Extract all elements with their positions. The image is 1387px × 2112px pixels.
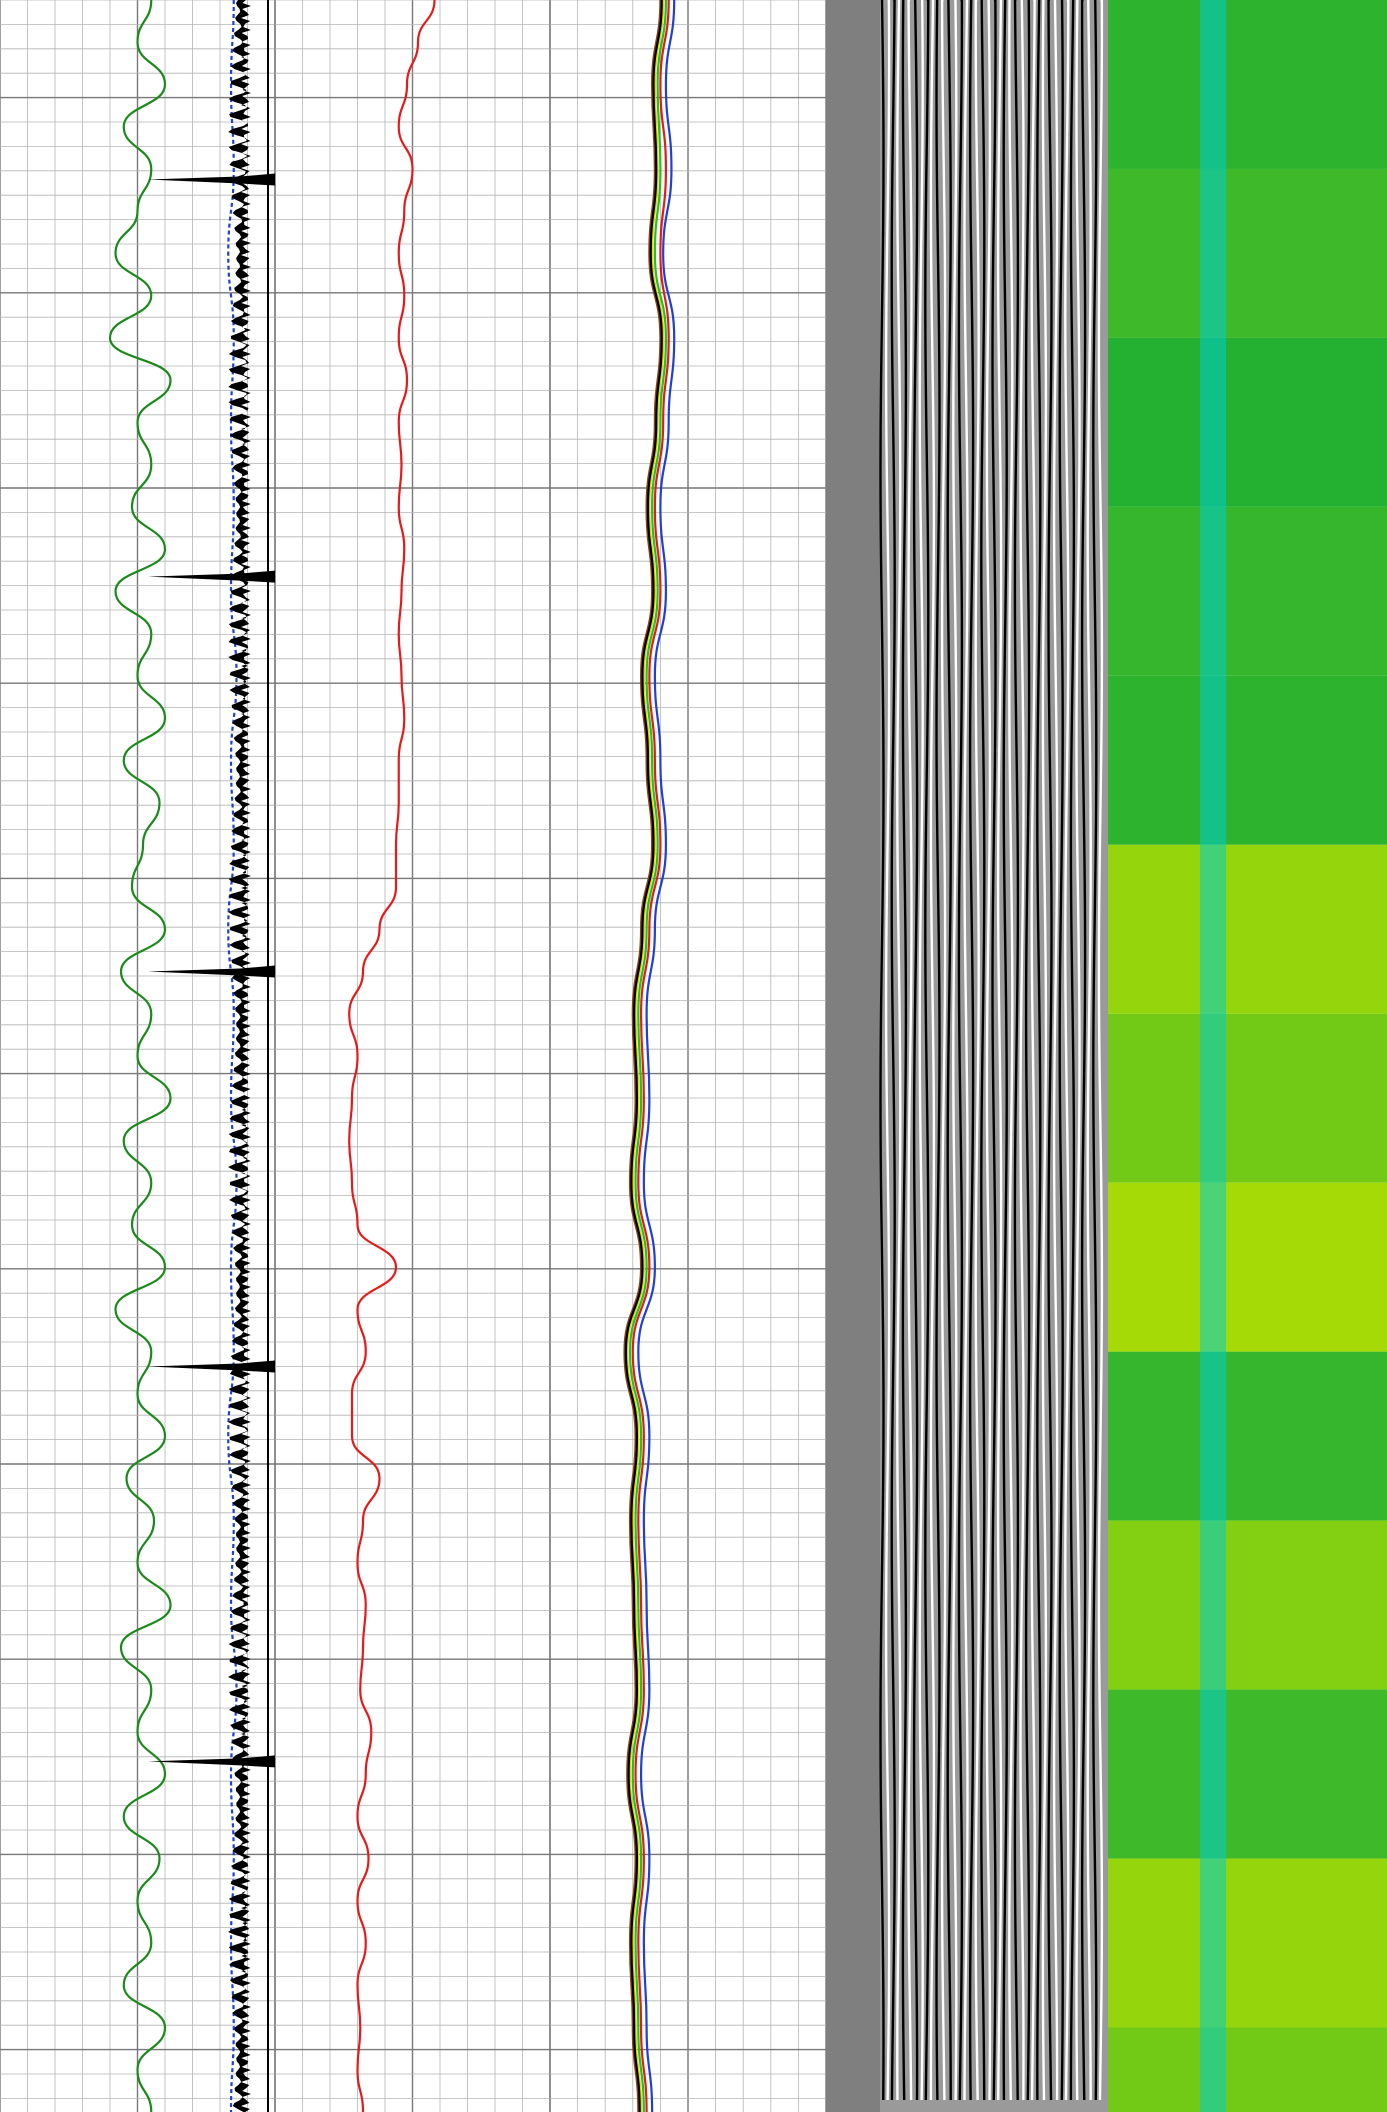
waveform-trace	[996, 0, 1003, 2101]
waveform-trace	[1080, 0, 1087, 2101]
waveform-trace	[946, 0, 952, 2101]
log-curve-series	[626, 0, 665, 2112]
waveform-trace	[980, 0, 986, 2101]
log-curve-series	[637, 0, 676, 2112]
heatmap-band	[1108, 1520, 1387, 1690]
waveform-trace	[1041, 0, 1048, 2101]
waveform-trace	[924, 0, 930, 2101]
waveform-track	[879, 0, 1108, 2112]
waveform-trace	[1058, 0, 1064, 2101]
waveform-trace	[1030, 0, 1036, 2101]
waveform-trace	[991, 0, 997, 2101]
heatmap-band	[1108, 337, 1387, 507]
waveform-trace	[985, 0, 992, 2101]
heatmap-band	[1108, 675, 1387, 845]
heatmap-center-stripe	[1200, 0, 1226, 2112]
waveform-trace	[1052, 0, 1059, 2101]
spike-markers	[148, 0, 275, 2112]
waveform-trace	[1086, 0, 1092, 2101]
heatmap-band	[1108, 506, 1387, 676]
trace-band	[228, 0, 251, 2112]
waveform-trace	[918, 0, 924, 2101]
waveform-trace	[1092, 0, 1098, 2101]
log-curve-series	[628, 0, 668, 2112]
log-curve-series	[624, 0, 663, 2112]
waveform-trace	[963, 0, 969, 2101]
waveform-trace	[952, 0, 958, 2101]
waveform-trace	[884, 0, 891, 2101]
waveform-trace	[907, 0, 913, 2101]
spike-marker	[148, 173, 275, 186]
waveform-trace	[1008, 0, 1014, 2101]
separator-band	[826, 0, 880, 2112]
waveform-trace	[901, 0, 908, 2101]
waveform-trace	[1002, 0, 1008, 2101]
track-grid	[0, 0, 827, 2112]
spike-marker	[148, 570, 275, 583]
waveform-trace	[1024, 0, 1031, 2101]
log-curve-series	[623, 0, 662, 2112]
waveform-trace	[1064, 0, 1070, 2101]
waveform-trace	[1019, 0, 1025, 2101]
waveform-trace	[879, 0, 885, 2101]
heatmap-band	[1108, 0, 1387, 169]
heatmap-band	[1108, 1351, 1387, 1521]
waveform-trace	[974, 0, 980, 2101]
waveform-trace	[968, 0, 975, 2101]
heatmap-band	[1108, 1182, 1387, 1352]
waveform-trace	[896, 0, 902, 2101]
log-curve-series	[631, 0, 670, 2112]
waveform-trace	[940, 0, 947, 2101]
waveform-trace	[935, 0, 941, 2101]
heatmap-band	[1108, 1013, 1387, 1183]
spike-marker	[148, 1360, 275, 1373]
heatmap-band	[1108, 1689, 1387, 1859]
waveform-trace	[890, 0, 896, 2101]
heatmap-band	[1108, 168, 1387, 338]
waveform-trace	[1013, 0, 1020, 2101]
waveform-trace	[912, 0, 919, 2101]
heatmap-band	[1108, 2027, 1387, 2112]
waveform-trace	[1097, 0, 1104, 2101]
spike-marker	[148, 1755, 275, 1768]
waveform-trace	[1075, 0, 1081, 2101]
waveform-trace	[1069, 0, 1076, 2101]
waveform-trace	[957, 0, 964, 2101]
spike-marker	[148, 965, 275, 978]
waveform-trace	[929, 0, 936, 2101]
waveform-trace	[1047, 0, 1053, 2101]
log-curve-series	[348, 0, 436, 2112]
waveform-trace	[1036, 0, 1042, 2101]
log-curves	[108, 0, 676, 2112]
heatmap-band	[1108, 844, 1387, 1014]
heatmap-track	[1108, 0, 1387, 2112]
heatmap-band	[1108, 1858, 1387, 2028]
